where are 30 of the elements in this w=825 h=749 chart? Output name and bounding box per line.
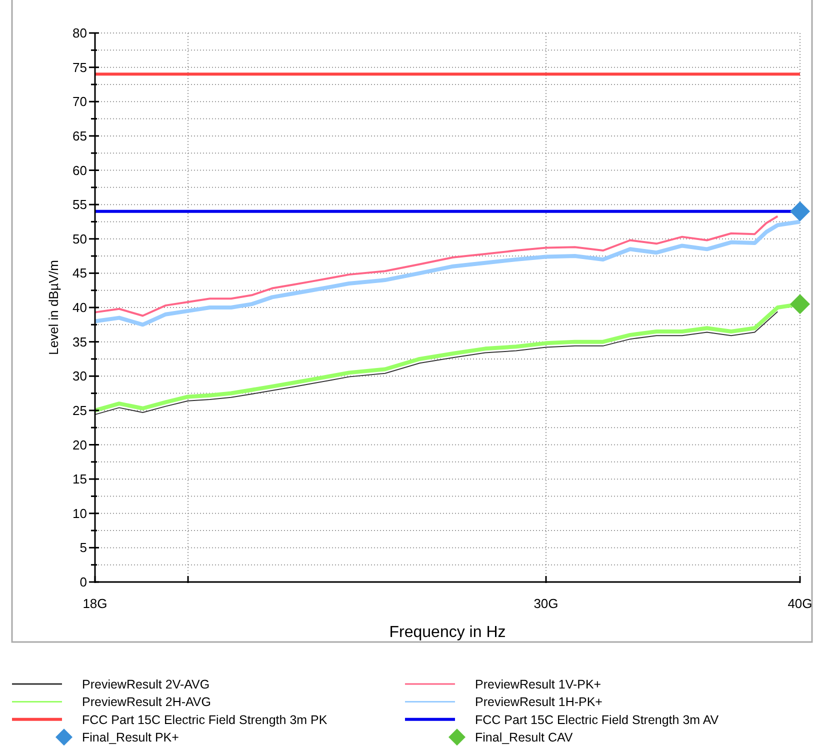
legend-label: FCC Part 15C Electric Field Strength 3m PK (82, 712, 328, 727)
y-tick-label: 60 (72, 162, 87, 178)
y-tick-label: 25 (72, 402, 87, 418)
y-tick-label: 40 (72, 300, 87, 316)
y-tick-label: 5 (80, 540, 87, 556)
y-tick-label: 0 (80, 574, 87, 590)
y-tick-label: 35 (72, 334, 87, 350)
y-tick-label: 80 (72, 26, 87, 41)
y-tick-label: 15 (72, 472, 87, 487)
y-tick-label: 20 (72, 437, 87, 452)
legend-label: Final_Result CAV (475, 730, 574, 744)
x-axis-title: Frequency in Hz (389, 624, 506, 641)
y-tick-label: 10 (72, 506, 87, 521)
legend-label: PreviewResult 2H-AVG (82, 695, 211, 710)
y-tick-label: 30 (72, 368, 87, 384)
legend-label: Final_Result PK+ (82, 730, 179, 744)
legend-label: PreviewResult 1V-PK+ (475, 677, 602, 692)
y-tick-label: 50 (72, 231, 87, 246)
y-tick-label: 45 (72, 266, 87, 281)
x-tick-label: 18G (82, 596, 108, 611)
y-axis-title: Level in dBµV/m (46, 260, 61, 355)
legend-label: FCC Part 15C Electric Field Strength 3m AV (475, 712, 720, 727)
x-tick-label: 30G (534, 596, 558, 611)
legend-label: PreviewResult 2V-AVG (82, 677, 210, 692)
y-tick-label: 75 (72, 60, 87, 75)
y-tick-label: 65 (72, 128, 87, 144)
legend-label: PreviewResult 1H-PK+ (475, 695, 602, 710)
y-tick-label: 55 (72, 197, 87, 212)
x-tick-label: 40G (788, 596, 812, 611)
y-tick-label: 70 (72, 94, 87, 110)
